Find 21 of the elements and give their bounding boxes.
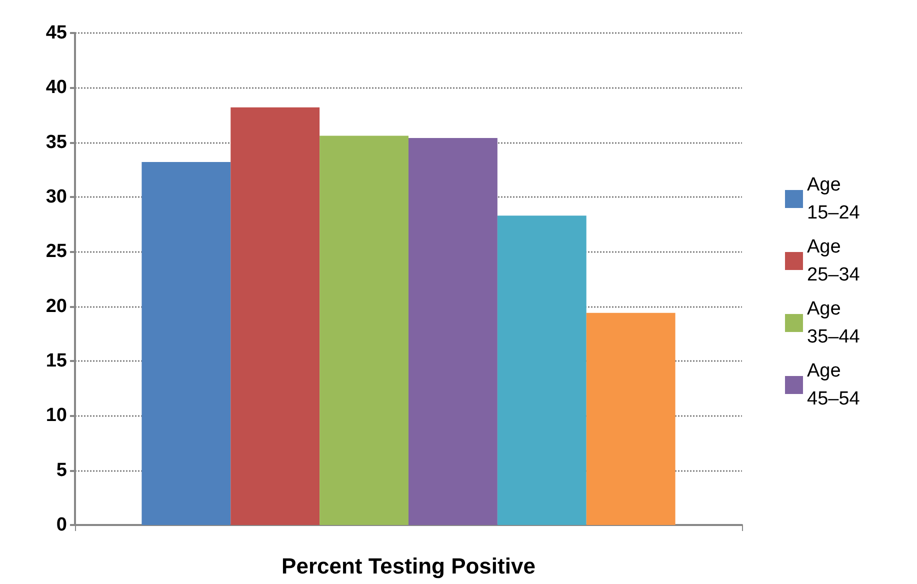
y-tick-label: 0: [56, 514, 67, 536]
legend-label: Age 45–54: [807, 360, 860, 410]
bar: [586, 312, 676, 525]
y-tick-label: 30: [46, 186, 67, 208]
bar: [320, 136, 408, 525]
y-tick-label: 45: [46, 22, 68, 44]
legend-label: Age 15–24: [807, 174, 860, 224]
legend-label: Age 25–34: [807, 236, 860, 286]
bar: [142, 162, 231, 525]
y-tick-label: 40: [46, 77, 67, 98]
bar: [497, 216, 586, 525]
y-tick-label: 10: [46, 405, 67, 426]
legend-label: Age 35–44: [807, 298, 860, 348]
y-tick-label: 20: [46, 296, 67, 317]
y-tick-label: 25: [46, 241, 68, 262]
x-tick-label: Percent Testing Positive: [282, 554, 536, 578]
y-tick-label: 5: [56, 460, 68, 481]
bar: [408, 138, 498, 525]
y-tick-label: 15: [46, 350, 68, 372]
bar: [230, 107, 320, 525]
y-tick-label: 35: [46, 132, 68, 153]
